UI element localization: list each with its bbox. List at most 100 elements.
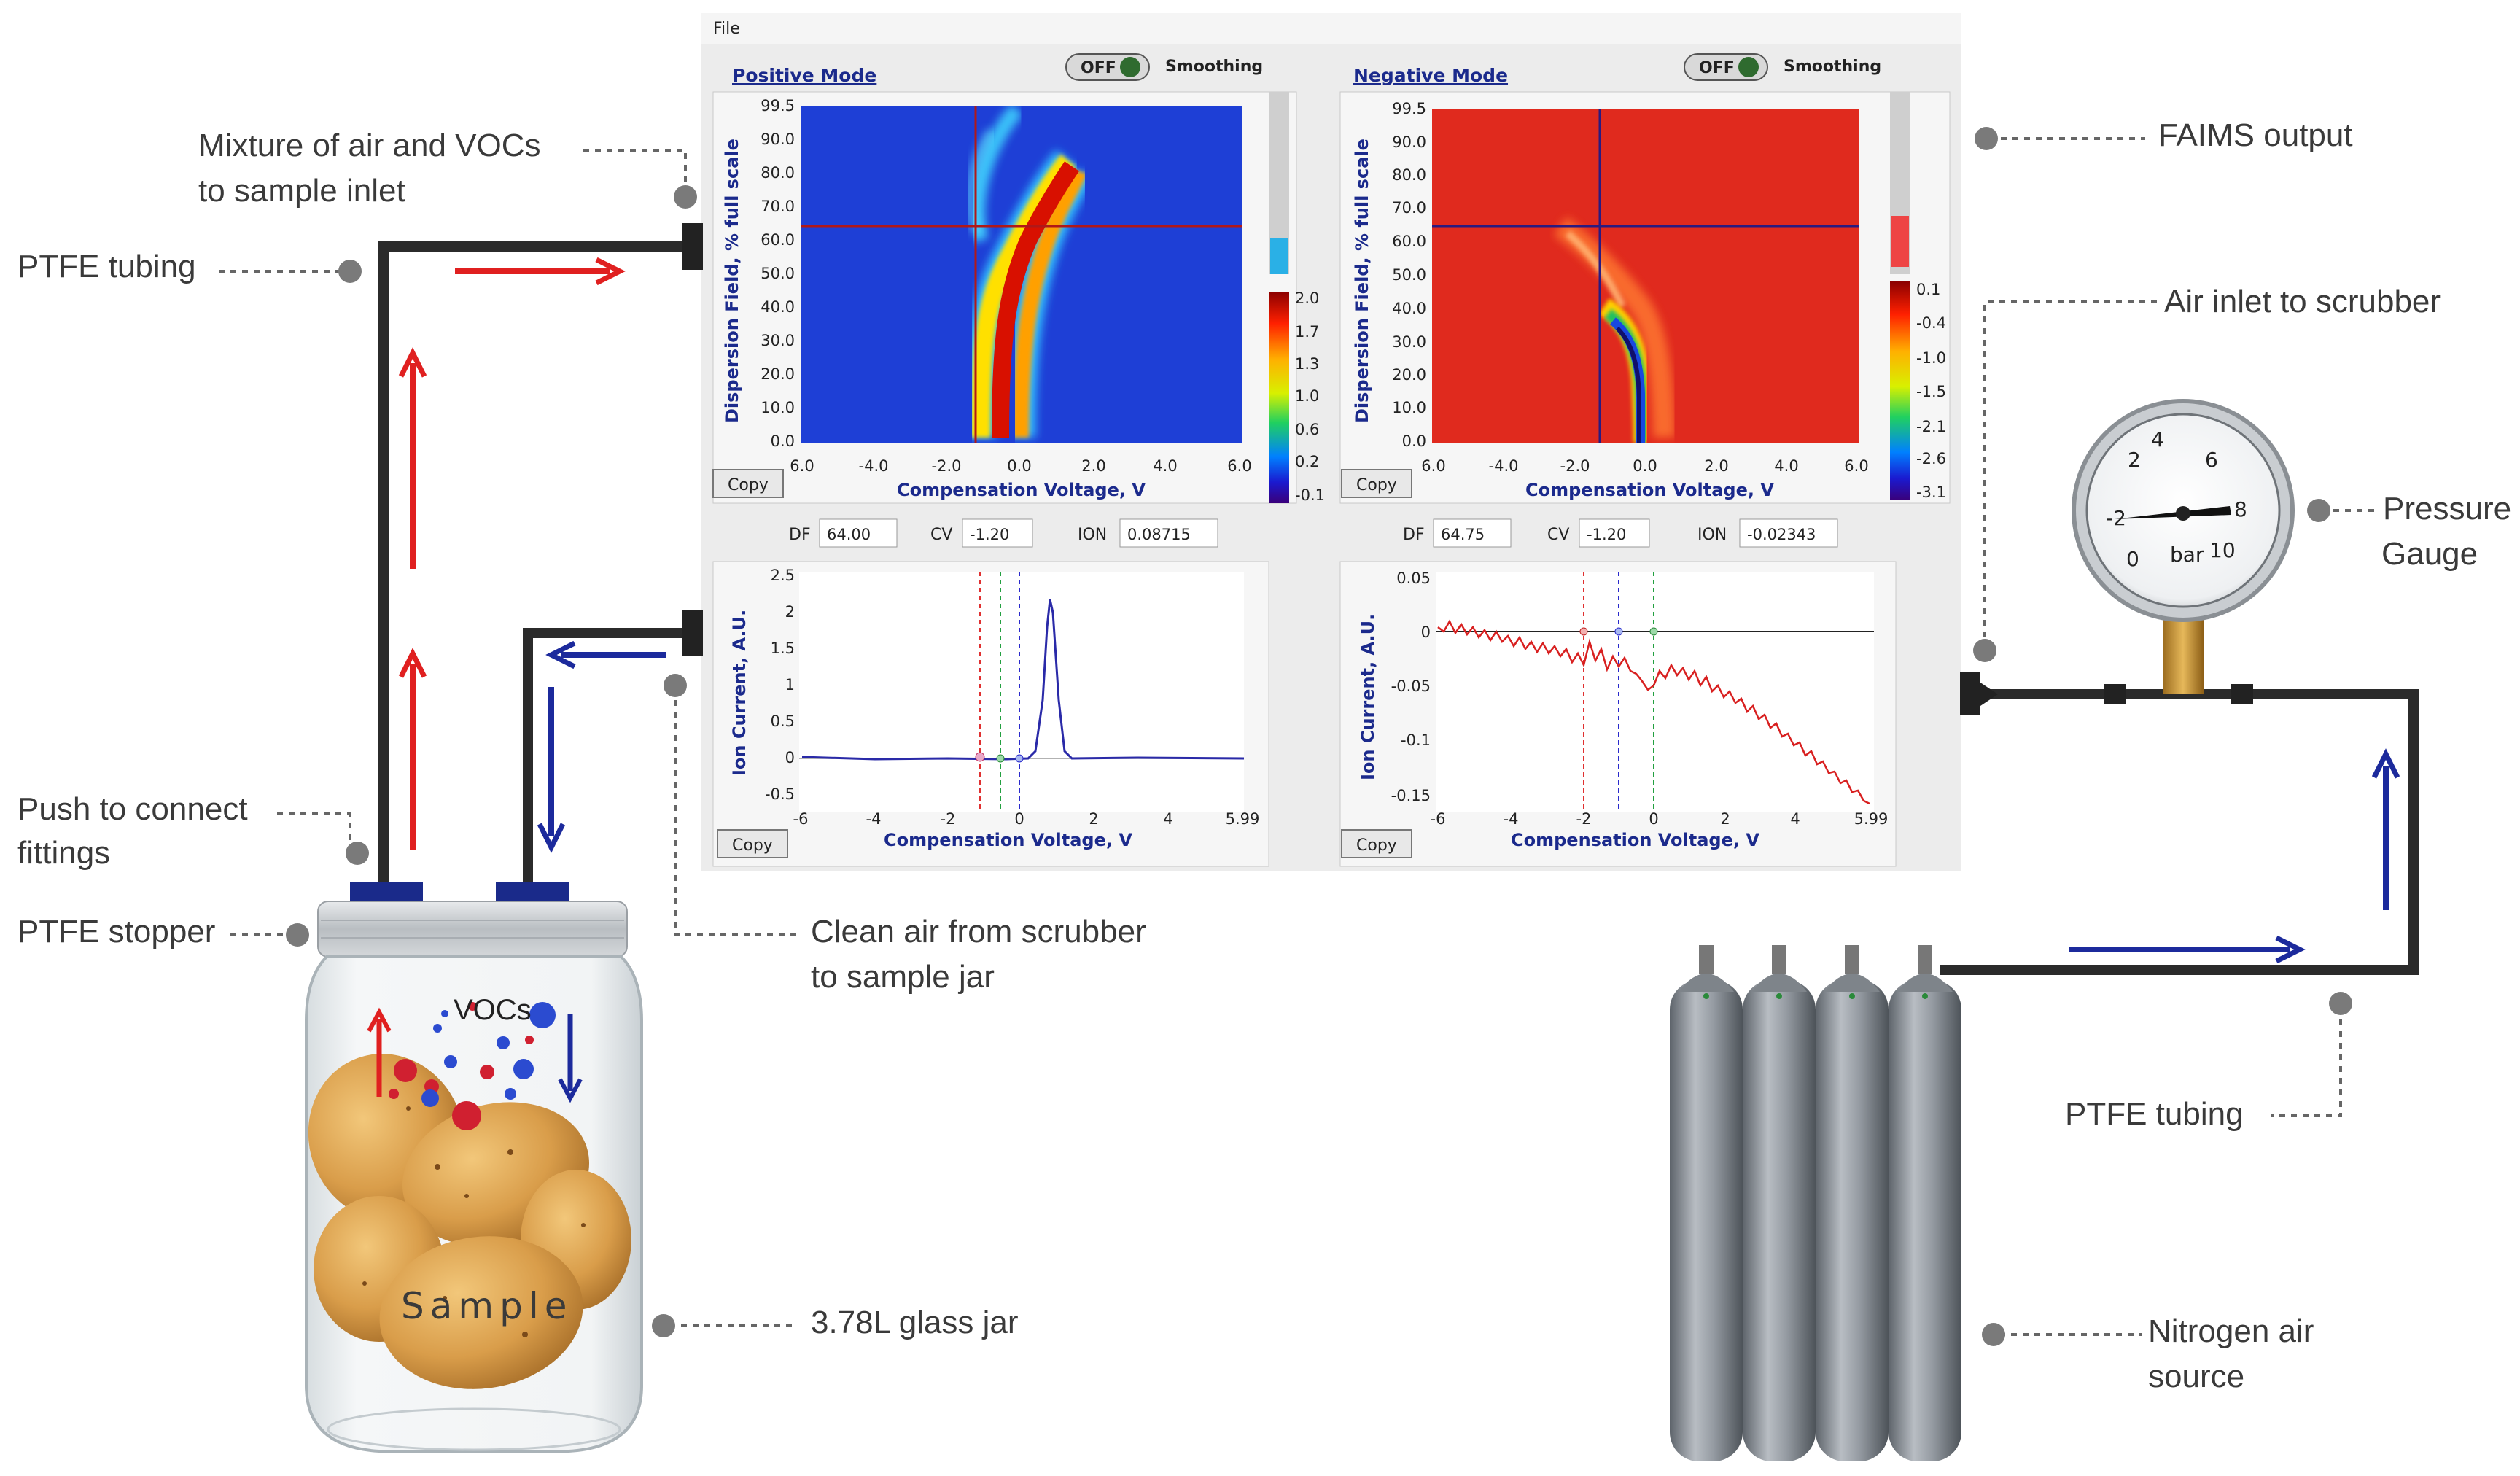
svg-text:2.0: 2.0: [1081, 457, 1105, 475]
svg-text:8: 8: [2234, 497, 2247, 521]
negative-heatmap-panel: Negative Mode OFF Smoothing 99.5 90.0: [1339, 53, 1951, 504]
svg-text:-2: -2: [941, 810, 956, 828]
svg-text:Copy: Copy: [732, 836, 773, 855]
svg-text:60.0: 60.0: [1392, 233, 1426, 250]
svg-text:30.0: 30.0: [761, 332, 795, 349]
svg-text:Copy: Copy: [1356, 836, 1397, 855]
positive-smoothing-toggle[interactable]: OFF: [1065, 53, 1150, 81]
svg-text:0: 0: [1649, 810, 1658, 828]
svg-text:1.5: 1.5: [771, 640, 795, 657]
negative-df-field[interactable]: [1433, 518, 1512, 548]
callout-nitrogen-line1: Nitrogen air: [2148, 1313, 2314, 1349]
positive-colorbar: [1269, 292, 1289, 503]
callout-dots: [286, 127, 2352, 1346]
svg-text:0.0: 0.0: [1402, 432, 1426, 450]
svg-text:0.6: 0.6: [1295, 421, 1319, 438]
negative-heatmap-ylabel: Dispersion Field, % full scale: [1352, 139, 1372, 423]
callout-push-line2: fittings: [18, 835, 110, 871]
gauge-needle: [2115, 506, 2231, 519]
sample-label: Sample: [401, 1285, 572, 1327]
cylinder-1: [1670, 945, 1743, 1461]
menu-bar: [701, 13, 1961, 44]
svg-text:0.0: 0.0: [771, 432, 795, 450]
callout-clean-air-line1: Clean air from scrubber: [811, 914, 1146, 949]
svg-text:20.0: 20.0: [1392, 366, 1426, 384]
svg-text:-0.05: -0.05: [1391, 677, 1431, 695]
blue-flow-arrows-left: [537, 640, 666, 853]
callout-pressure-line1: Pressure: [2383, 491, 2511, 527]
svg-text:-0.1: -0.1: [1295, 486, 1325, 504]
svg-text:70.0: 70.0: [1392, 199, 1426, 217]
positive-colorbar-ticks: 2.0 1.7 1.3 1.0 0.6 0.2 -0.1: [1295, 290, 1325, 504]
callout-ptfe-tubing-left: PTFE tubing: [18, 249, 196, 284]
svg-text:10: 10: [2209, 538, 2236, 562]
svg-text:0.1: 0.1: [1916, 281, 1940, 298]
menu-file[interactable]: File: [713, 20, 740, 38]
positive-line-copy-button[interactable]: Copy: [717, 829, 788, 858]
scrubber-inlet-fitting: [1960, 672, 1980, 715]
right-tubing: [1940, 672, 2419, 975]
svg-text:-6: -6: [1431, 810, 1446, 828]
svg-text:0: 0: [1421, 624, 1431, 641]
negative-ion-current-trace: [1437, 619, 1870, 805]
svg-text:40.0: 40.0: [761, 298, 795, 316]
svg-text:1.3: 1.3: [1295, 355, 1319, 373]
svg-text:CV: CV: [1547, 526, 1569, 544]
cylinder-4: [1889, 945, 1961, 1461]
sample-to-faims-tube: [378, 241, 699, 884]
negative-heatmap-signal: [1553, 217, 1675, 443]
svg-text:Copy: Copy: [728, 476, 769, 494]
callout-ptfe-stopper: PTFE stopper: [18, 914, 215, 949]
positive-line-yaxis: 2.5 2 1.5 1 0.5 0 -0.5: [765, 567, 795, 803]
svg-text:10.0: 10.0: [761, 399, 795, 416]
svg-text:64.75: 64.75: [1441, 526, 1485, 543]
negative-cv-field[interactable]: [1579, 518, 1650, 548]
callout-pressure-line2: Gauge: [2381, 536, 2478, 572]
negative-line-ylabel: Ion Current, A.U.: [1358, 614, 1378, 780]
negative-ion-field[interactable]: [1739, 518, 1838, 548]
negative-ion-current-panel: 0.05 0 -0.05 -0.1 -0.15 Ion Current, A.U…: [1339, 561, 1897, 867]
svg-text:20.0: 20.0: [761, 365, 795, 383]
svg-text:6.0: 6.0: [1844, 457, 1868, 475]
svg-text:1.0: 1.0: [1295, 387, 1319, 405]
cylinder-3: [1816, 945, 1889, 1461]
voc-bubbles: [389, 1002, 556, 1130]
faims-software-window: File Positive Mode OFF Smoothing: [701, 13, 1961, 871]
callout-mixture-line1: Mixture of air and VOCs: [198, 128, 541, 163]
svg-text:0.0: 0.0: [1633, 457, 1657, 475]
positive-df-field[interactable]: [819, 518, 898, 548]
svg-text:80.0: 80.0: [1392, 166, 1426, 184]
negative-line-copy-button[interactable]: Copy: [1341, 829, 1412, 858]
callout-faims-output: FAIMS output: [2158, 117, 2353, 153]
positive-ion-field[interactable]: [1119, 518, 1218, 548]
svg-text:60.0: 60.0: [761, 231, 795, 249]
positive-cv-field[interactable]: [962, 518, 1033, 548]
svg-text:2.0: 2.0: [1295, 290, 1319, 307]
negative-colorbar: [1890, 281, 1910, 500]
callout-air-inlet: Air inlet to scrubber: [2164, 284, 2441, 319]
push-fitting-left: [350, 882, 423, 903]
callout-clean-air-line2: to sample jar: [811, 959, 995, 995]
svg-text:6.0: 6.0: [1421, 457, 1445, 475]
negative-copy-button[interactable]: Copy: [1341, 469, 1412, 498]
gauge-unit: bar: [2170, 543, 2204, 567]
svg-text:1.7: 1.7: [1295, 323, 1319, 341]
svg-text:-2.0: -2.0: [1560, 457, 1590, 475]
svg-text:2.5: 2.5: [771, 567, 795, 584]
svg-text:0.0: 0.0: [1007, 457, 1031, 475]
svg-text:-1.5: -1.5: [1916, 383, 1946, 400]
positive-heatmap-panel: Positive Mode OFF Smoothing 99.5: [712, 53, 1325, 504]
svg-text:50.0: 50.0: [761, 265, 795, 282]
positive-readouts: DF 64.00 CV -1.20 ION 0.08715: [789, 518, 1218, 548]
svg-text:-2.6: -2.6: [1916, 450, 1946, 467]
negative-smoothing-toggle[interactable]: OFF: [1684, 53, 1768, 81]
svg-text:70.0: 70.0: [761, 198, 795, 215]
svg-text:6.0: 6.0: [790, 457, 814, 475]
positive-line-xaxis: -6 -4 -2 0 2 4 5.99: [793, 810, 1260, 828]
positive-heatmap-xaxis: 6.0 -4.0 -2.0 0.0 2.0 4.0 6.0: [790, 457, 1251, 475]
positive-copy-button[interactable]: Copy: [712, 469, 784, 498]
svg-text:4.0: 4.0: [1774, 457, 1798, 475]
svg-text:-3.1: -3.1: [1916, 483, 1946, 501]
gauge-scale: -2 0 2 4 6 8 10: [2106, 427, 2247, 571]
